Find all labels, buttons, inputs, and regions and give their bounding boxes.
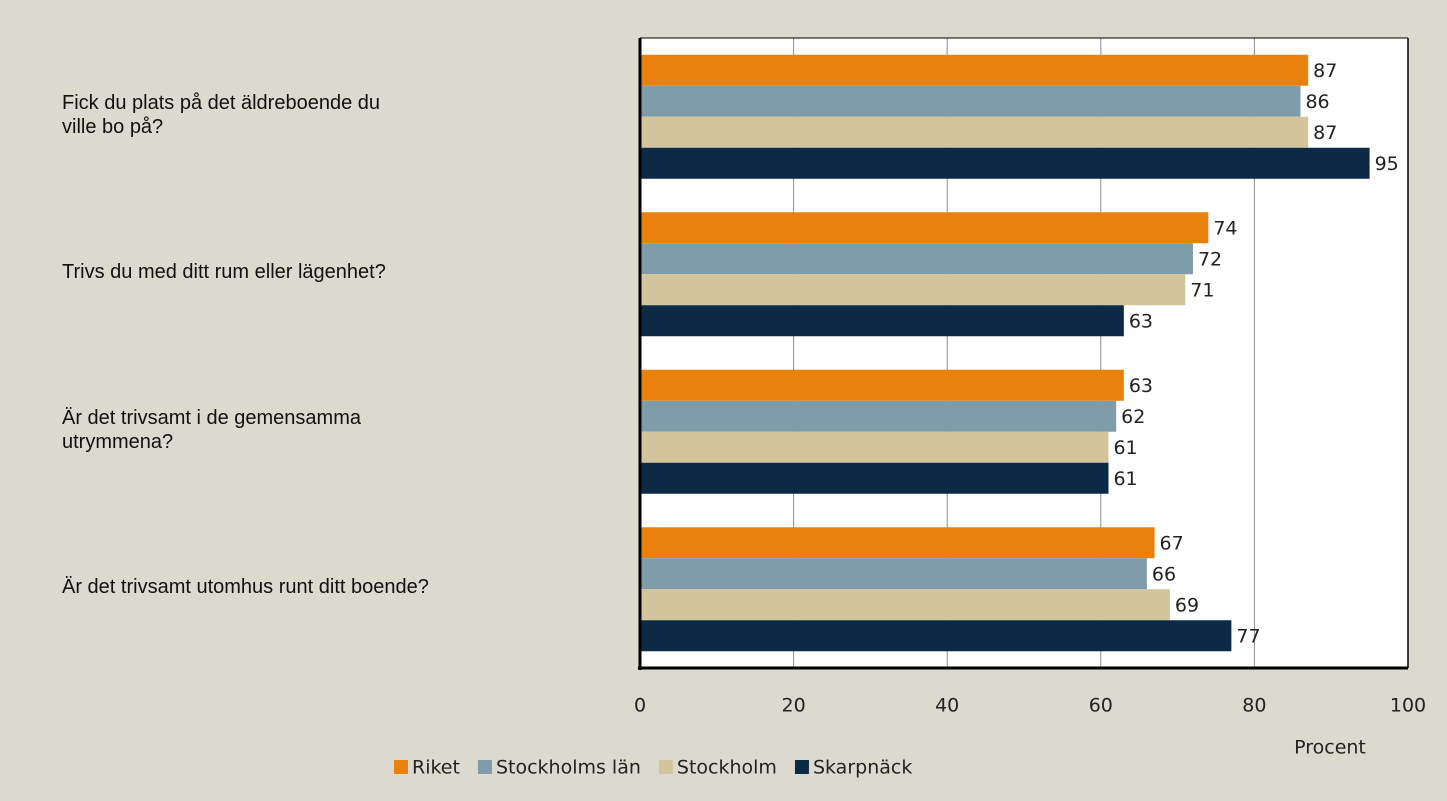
x-tick-label: 0 <box>634 695 646 717</box>
bar <box>640 400 1117 432</box>
x-tick-label: 20 <box>782 695 806 717</box>
value-label: 87 <box>1313 122 1337 144</box>
value-label: 77 <box>1236 625 1260 647</box>
legend-swatch <box>794 760 809 774</box>
value-label: 86 <box>1305 91 1329 113</box>
bar <box>640 305 1124 337</box>
value-label: 95 <box>1375 153 1399 175</box>
category-label: Är det trivsamt i de gemensamma utrymmen… <box>62 406 361 453</box>
bar <box>640 54 1309 86</box>
category-label: Är det trivsamt utomhus runt ditt boende… <box>62 576 429 599</box>
bar <box>640 462 1109 494</box>
bar <box>640 620 1232 652</box>
x-tick-label: 80 <box>1242 695 1266 717</box>
value-label: 61 <box>1113 468 1137 490</box>
bar <box>640 527 1155 559</box>
x-tick-label: 100 <box>1390 695 1426 717</box>
category-label: Trivs du med ditt rum eller lägenhet? <box>62 261 386 284</box>
value-label: 61 <box>1113 437 1137 459</box>
legend-label: Stockholms län <box>496 757 641 779</box>
bar <box>640 558 1147 590</box>
legend-swatch <box>394 760 408 774</box>
bar <box>640 369 1124 401</box>
category-label: Fick du plats på det äldreboende du vill… <box>62 91 380 138</box>
value-label: 63 <box>1129 310 1153 332</box>
bar <box>640 147 1370 179</box>
bar <box>640 431 1109 463</box>
value-label: 67 <box>1160 532 1184 554</box>
legend-swatch <box>477 760 492 774</box>
x-tick-label: 60 <box>1089 695 1113 717</box>
value-label: 72 <box>1198 248 1222 270</box>
value-label: 63 <box>1129 375 1153 397</box>
legend-label: Riket <box>412 757 460 779</box>
bar <box>640 116 1309 148</box>
bar <box>640 212 1209 244</box>
legend-swatch <box>658 760 673 774</box>
value-label: 74 <box>1213 217 1237 239</box>
value-label: 66 <box>1152 563 1176 585</box>
value-label: 69 <box>1175 594 1199 616</box>
value-label: 87 <box>1313 60 1337 82</box>
value-label: 62 <box>1121 406 1145 428</box>
bar <box>640 589 1170 621</box>
bar <box>640 85 1301 117</box>
x-tick-label: 40 <box>935 695 959 717</box>
x-axis-label: Procent <box>1294 737 1366 759</box>
bar <box>640 243 1193 275</box>
bar <box>640 274 1186 306</box>
value-label: 71 <box>1190 279 1214 301</box>
legend-label: Skarpnäck <box>813 757 912 779</box>
legend-label: Stockholm <box>677 757 777 779</box>
